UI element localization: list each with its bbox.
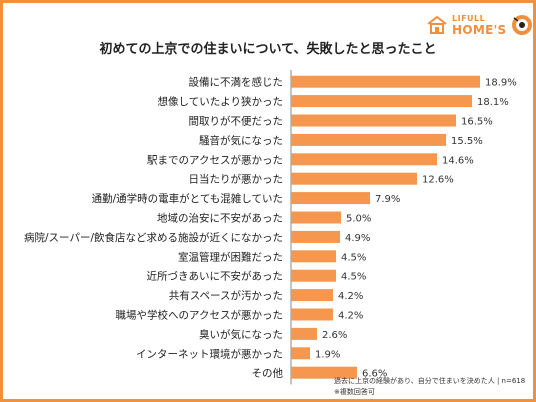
value-label: 16.5% (461, 117, 493, 128)
bar (291, 230, 340, 243)
value-label: 5.0% (346, 214, 371, 225)
category-label: 職場や学校へのアクセスが悪かった (116, 309, 283, 322)
category-label: 近所づきあいに不安があった (147, 270, 284, 283)
value-label: 4.5% (341, 272, 366, 283)
bar (291, 75, 480, 88)
bar (291, 366, 357, 379)
bar (291, 192, 370, 205)
bar (291, 250, 336, 263)
bar (291, 327, 317, 340)
bar (291, 133, 446, 146)
footnote-sample: 過去に上京の経験があり、自分で住まいを決めた人 | n=618 (334, 377, 526, 385)
value-label: 7.9% (375, 194, 400, 205)
house-icon (427, 15, 447, 34)
value-label: 12.6% (422, 175, 454, 186)
bar (291, 347, 310, 360)
bar (291, 114, 456, 127)
category-label: 駅までのアクセスが悪かった (147, 153, 283, 166)
category-label: 室温管理が困難だった (178, 250, 283, 263)
category-label: 地域の治安に不安があった (157, 212, 283, 225)
category-label: 病院/スーパー/飲食店など求める施設が近くになかった (24, 231, 283, 244)
value-label: 6.6% (362, 369, 387, 380)
bar (291, 172, 417, 185)
category-label: その他 (252, 367, 284, 380)
bar (291, 211, 341, 224)
footnote-multiple-answers: ※複数回答可 (334, 388, 375, 396)
category-label: 設備に不満を感じた (189, 76, 284, 89)
value-label: 18.9% (485, 78, 517, 89)
value-label: 1.9% (315, 349, 340, 360)
value-label: 4.5% (341, 252, 366, 263)
brand-top-text: LIFULL (452, 13, 486, 23)
value-label: 18.1% (477, 97, 509, 108)
bar (291, 95, 472, 108)
brand-logo: LIFULL HOME'S (426, 14, 533, 36)
value-label: 2.6% (322, 330, 347, 341)
value-label: 14.6% (442, 155, 474, 166)
category-label: 臭いが気になった (199, 328, 283, 341)
bar (291, 153, 437, 166)
value-label: 4.2% (338, 311, 363, 322)
mascot-badge-icon (511, 15, 532, 35)
category-label: 通勤/通学時の電車がとても混雑していた (92, 192, 283, 205)
category-label: 共有スペースが汚かった (169, 289, 283, 302)
value-label: 4.9% (345, 233, 370, 244)
bar (291, 269, 336, 282)
category-label: 想像していたより狭かった (158, 95, 283, 108)
category-label: インターネット環境が悪かった (136, 347, 283, 360)
brand-main-text: HOME'S (452, 22, 507, 37)
value-label: 4.2% (338, 291, 363, 302)
chart-title: 初めての上京での住まいについて、失敗したと思ったこと (99, 42, 437, 57)
category-label: 日当たりが悪かった (189, 173, 284, 186)
category-label: 間取りが不便だった (189, 115, 284, 128)
category-label: 騒音が気になった (199, 134, 283, 147)
bar (291, 308, 333, 321)
value-label: 15.5% (451, 136, 483, 147)
bar (291, 289, 333, 302)
